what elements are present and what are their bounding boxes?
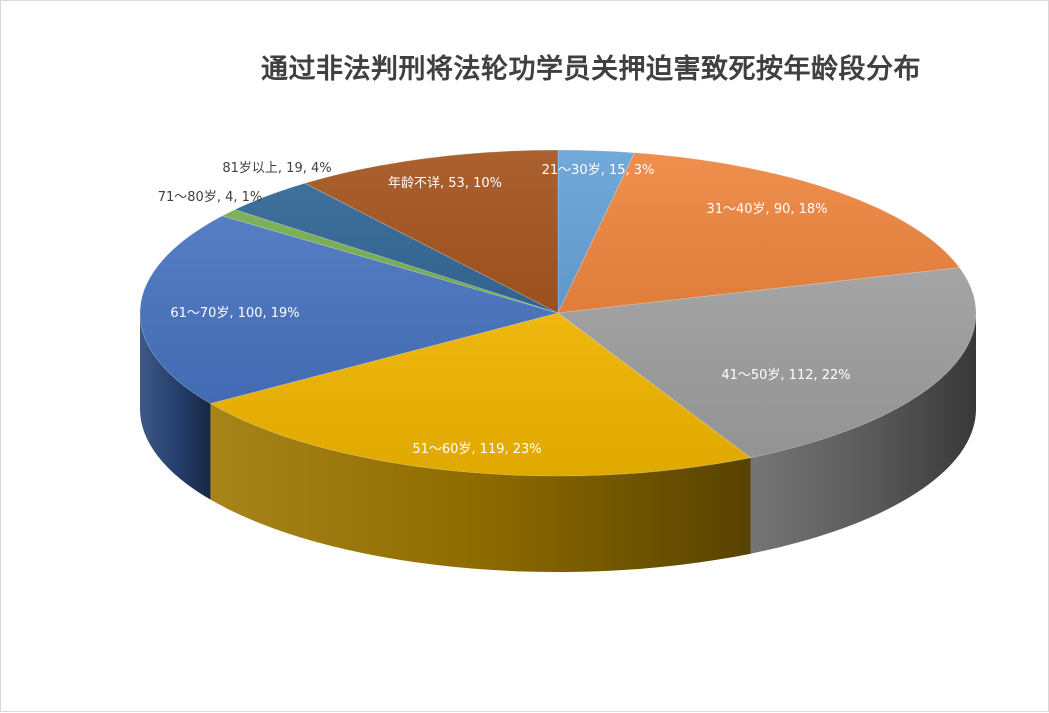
- pie-side-shading: [210, 403, 751, 573]
- data-label-61-70: 61～70岁, 100, 19%: [170, 306, 299, 321]
- data-label-31-40: 31～40岁, 90, 18%: [706, 202, 827, 217]
- data-label-41-50: 41～50岁, 112, 22%: [721, 368, 850, 383]
- data-label-21-30: 21～30岁, 15, 3%: [542, 163, 655, 178]
- chart-title: 通过非法判刑将法轮功学员关押迫害致死按年龄段分布: [261, 54, 921, 85]
- data-label-81: 81岁以上, 19, 4%: [222, 161, 331, 176]
- data-label-71-80: 71～80岁, 4, 1%: [158, 190, 263, 205]
- pie-side-shading: [750, 313, 976, 554]
- data-label-51-60: 51～60岁, 119, 23%: [412, 442, 541, 457]
- data-label-slice-7: 年龄不详, 53, 10%: [388, 176, 502, 191]
- pie-side-shading: [140, 313, 211, 500]
- pie-top-shading: [140, 150, 976, 476]
